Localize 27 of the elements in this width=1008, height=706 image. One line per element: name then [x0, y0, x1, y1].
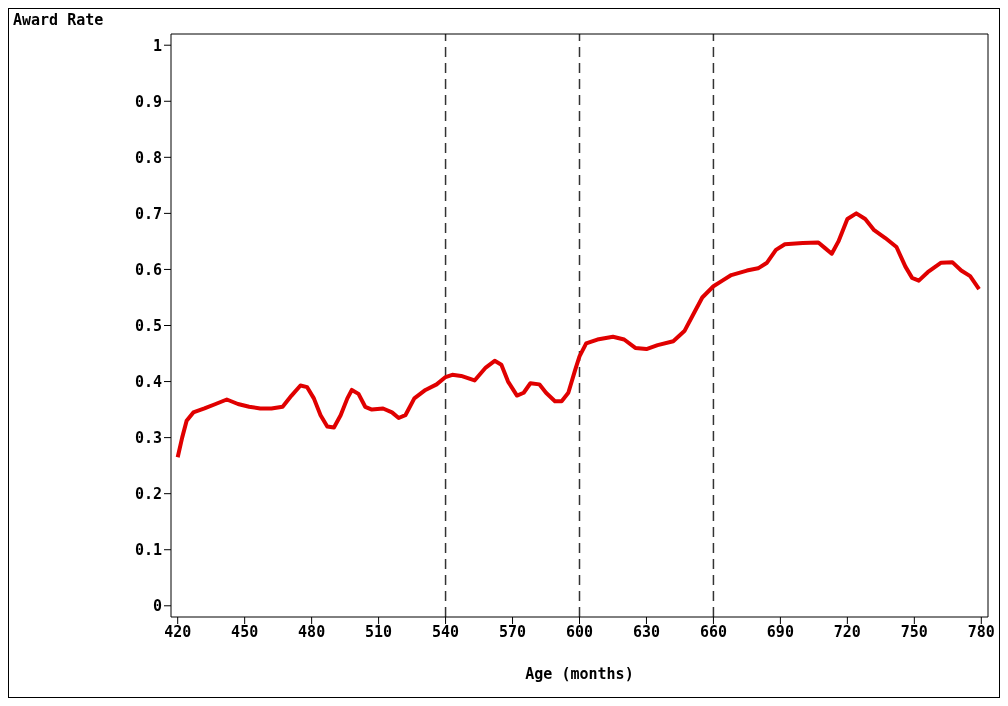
x-tick-label: 720	[833, 622, 861, 641]
x-tick-label: 540	[432, 622, 460, 641]
x-tick-label: 510	[365, 622, 393, 641]
line-series	[175, 211, 982, 460]
y-tick-label: 0.3	[134, 428, 162, 447]
x-tick-label: 480	[298, 622, 326, 641]
x-tick-label: 690	[766, 622, 794, 641]
x-tick-label: 630	[632, 622, 661, 641]
y-tick-label: 0	[152, 597, 162, 616]
x-tick-label: 750	[900, 622, 928, 641]
y-tick-label: 0.8	[134, 148, 162, 167]
y-tick-label: 0.9	[134, 92, 162, 111]
x-axis-title: Age (months)	[525, 665, 634, 683]
y-tick-label: 0.6	[134, 260, 162, 279]
y-axis-title: Award Rate	[13, 11, 104, 29]
x-tick-label: 660	[699, 622, 727, 641]
x-tick-label: 420	[164, 622, 192, 641]
y-tick-label: 0.5	[134, 316, 162, 335]
x-tick-label: 570	[498, 622, 527, 641]
y-tick-label: 0.1	[134, 541, 162, 560]
y-tick-label: 0.4	[134, 372, 162, 391]
x-tick-label: 450	[231, 622, 259, 641]
y-tick-label: 0.2	[134, 485, 162, 503]
y-tick-label: 0.7	[134, 204, 162, 223]
x-tick-label: 600	[565, 622, 594, 641]
y-tick-label: 1	[152, 36, 162, 55]
x-tick-label: 780	[967, 622, 995, 641]
